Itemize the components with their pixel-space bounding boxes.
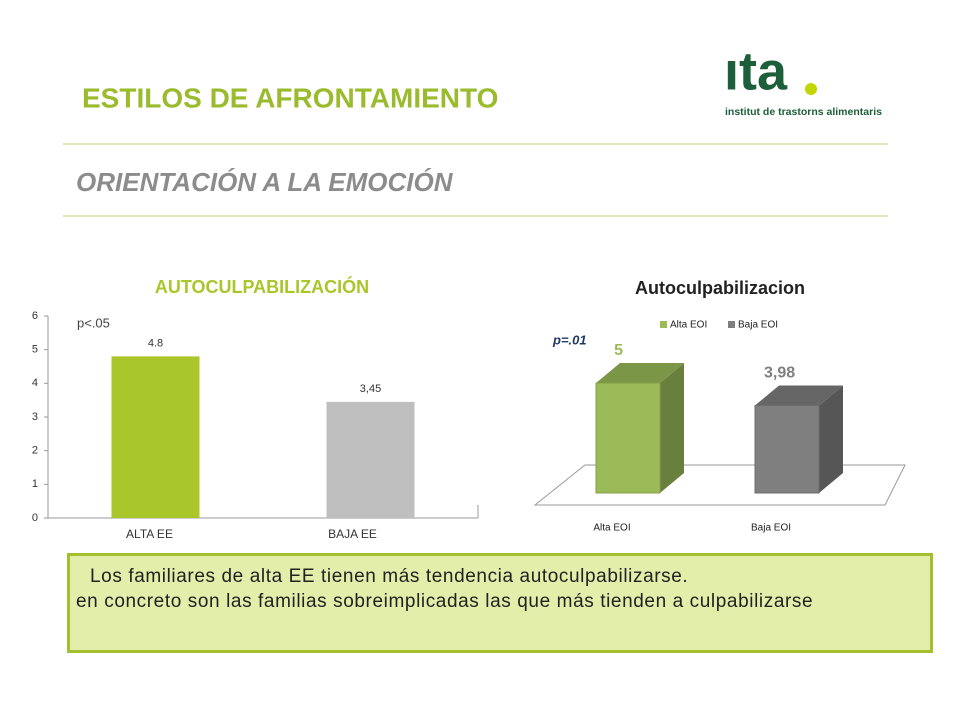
y-tick-label: 1 [32,478,38,490]
bar-top [596,363,684,383]
legend-label: Baja EOI [738,320,778,331]
value-label: 3,45 [360,383,381,395]
slide-title: ESTILOS DE AFRONTAMIENTO [82,82,498,113]
y-tick-label: 4 [32,377,38,389]
chart-title: Autoculpabilizacion [635,278,805,298]
x-tick-label: Baja EOI [751,523,791,534]
legend-swatch [728,321,735,328]
conclusion-line: Los familiares de alta EE tienen más ten… [90,566,689,587]
bar [111,356,200,518]
value-label: 5 [614,342,623,359]
y-tick-label: 6 [32,310,38,322]
chart-title: AUTOCULPABILIZACIÓN [155,276,369,297]
bar [326,401,415,518]
annotation: p=.01 [552,332,587,347]
floor [533,464,906,506]
y-tick-label: 5 [32,344,38,356]
bar-top [755,385,843,406]
logo-tagline: institut de trastorns alimentaris [725,106,882,118]
logo-mark: ıta [724,41,788,101]
x-tick-label: Alta EOI [593,523,630,534]
conclusion-line: en concreto son las familias sobreimplic… [76,591,814,612]
x-tick-label: BAJA EE [328,527,377,541]
bar-side [660,363,684,493]
y-tick-label: 2 [32,445,38,457]
logo-dot [805,83,817,95]
y-tick-label: 3 [32,411,38,423]
y-tick-label: 0 [32,512,38,524]
value-label: 3,98 [764,365,795,382]
annotation: p<.05 [77,315,110,330]
bar-side [819,385,843,493]
bar [595,382,661,494]
conclusion-box: Los familiares de alta EE tienen más ten… [67,553,933,653]
value-label: 4.8 [148,337,163,349]
x-tick-label: ALTA EE [126,527,173,541]
legend-swatch [660,321,667,328]
slide-subtitle: ORIENTACIÓN A LA EMOCIÓN [76,167,454,197]
legend-label: Alta EOI [670,320,707,331]
bar [754,404,820,494]
